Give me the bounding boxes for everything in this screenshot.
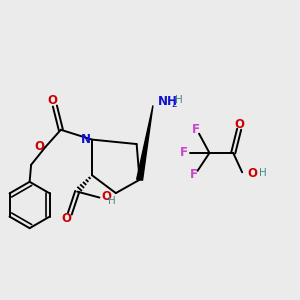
Polygon shape — [137, 105, 153, 180]
Text: H: H — [108, 196, 116, 206]
Text: 2: 2 — [171, 100, 177, 109]
Text: O: O — [234, 118, 244, 131]
Text: O: O — [248, 167, 257, 180]
Text: O: O — [47, 94, 58, 107]
Text: NH: NH — [158, 95, 178, 108]
Text: H: H — [175, 95, 182, 105]
Text: F: F — [191, 123, 200, 136]
Text: H: H — [259, 169, 266, 178]
Text: O: O — [101, 190, 111, 203]
Text: F: F — [190, 169, 198, 182]
Text: F: F — [180, 146, 188, 160]
Text: O: O — [34, 140, 44, 153]
Text: O: O — [61, 212, 71, 225]
Text: N: N — [80, 133, 91, 146]
